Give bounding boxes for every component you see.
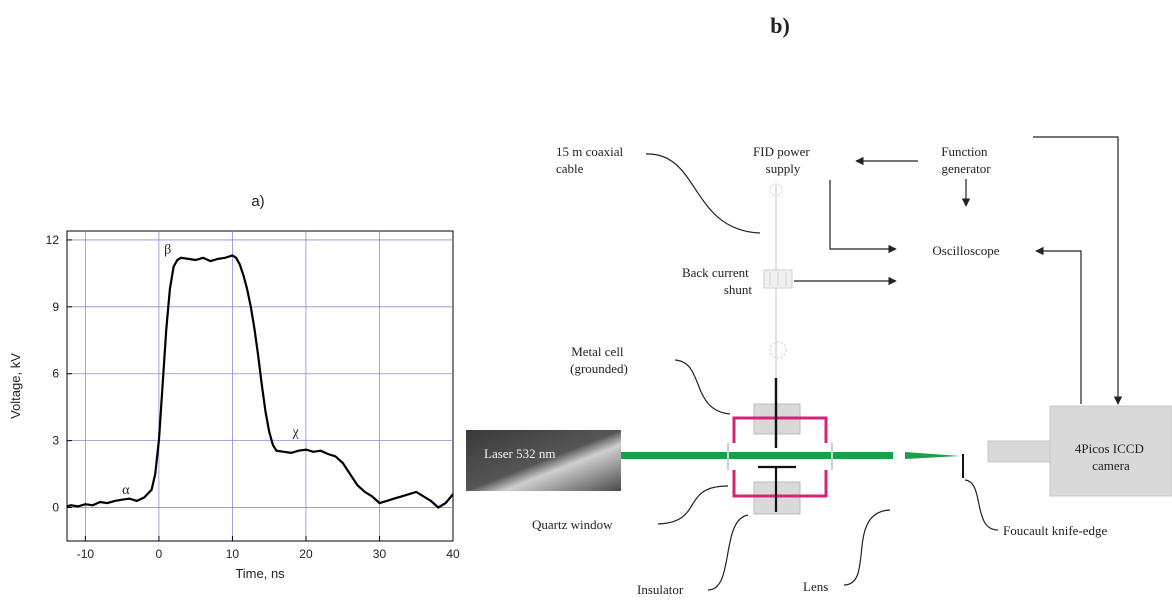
coax-cable-label: 15 m coaxial cable — [556, 144, 626, 176]
panel-a-label: a) — [251, 193, 264, 210]
power-supply-label: FID power supply — [753, 144, 813, 176]
annotation-label: α — [122, 483, 130, 498]
laser-label: Laser 532 nm — [484, 446, 555, 461]
power-supply-to-oscilloscope-arrow — [829, 180, 897, 254]
series-line-voltage — [66, 254, 454, 509]
camera-body — [1049, 405, 1172, 497]
focused-beam — [905, 452, 960, 459]
panel-a-chart: a) -10 0 10 20 30 40 0 3 6 9 12 α β χ Time, ns Volta… — [8, 193, 460, 581]
knife-edge-label: Foucault knife-edge — [1003, 523, 1108, 538]
annotation-label: β — [164, 242, 171, 257]
camera-to-oscilloscope-arrow — [1035, 246, 1082, 404]
annotation-label: χ — [292, 425, 300, 440]
back-current-shunt-label: Back current shunt — [682, 265, 752, 297]
y-axis-label: Voltage, kV — [8, 353, 23, 419]
camera-lens — [987, 440, 1053, 463]
annotations: α β χ — [122, 242, 299, 498]
axis-ticks: -10 0 10 20 30 40 0 3 6 9 12 — [46, 233, 460, 561]
connection-arrows — [794, 136, 1123, 405]
grid-lines — [67, 231, 453, 541]
coax-cable-leader — [645, 153, 761, 234]
x-tick-label: 40 — [446, 547, 460, 561]
knife-edge-leader — [964, 479, 999, 531]
y-tick-label: 9 — [52, 300, 59, 314]
panel-b-label: b) — [770, 13, 790, 38]
x-tick-label: 0 — [156, 547, 163, 561]
camera-label: 4Picos ICCD camera — [1075, 441, 1147, 473]
x-tick-label: -10 — [77, 547, 95, 561]
y-tick-label: 0 — [52, 501, 59, 515]
metal-cell — [727, 378, 833, 515]
metal-cell-leader — [674, 359, 731, 415]
lens-label: Lens — [803, 579, 828, 594]
x-tick-label: 20 — [299, 547, 313, 561]
x-tick-label: 10 — [226, 547, 240, 561]
insulator-label: Insulator — [637, 582, 684, 597]
insulator-leader — [707, 514, 749, 591]
quartz-window-label: Quartz window — [532, 517, 613, 532]
leader-lines — [645, 153, 999, 591]
plot-area — [66, 230, 454, 542]
laser-source — [466, 430, 621, 491]
panel-b-setup-diagram: b) FID power supply Function generator 1… — [466, 13, 1172, 597]
coax-cable — [763, 183, 793, 380]
y-tick-label: 6 — [52, 367, 59, 381]
y-tick-label: 3 — [52, 434, 59, 448]
x-tick-label: 30 — [373, 547, 387, 561]
laser-beam — [621, 452, 893, 459]
y-tick-label: 12 — [46, 233, 60, 247]
metal-cell-label: Metal cell (grounded) — [570, 344, 628, 376]
generator-to-camera-arrow — [1033, 136, 1123, 405]
quartz-window-leader — [657, 485, 729, 525]
oscilloscope-label: Oscilloscope — [932, 243, 999, 258]
function-generator-label: Function generator — [941, 144, 991, 176]
x-axis-label: Time, ns — [235, 566, 285, 581]
lens-leader — [843, 509, 891, 586]
